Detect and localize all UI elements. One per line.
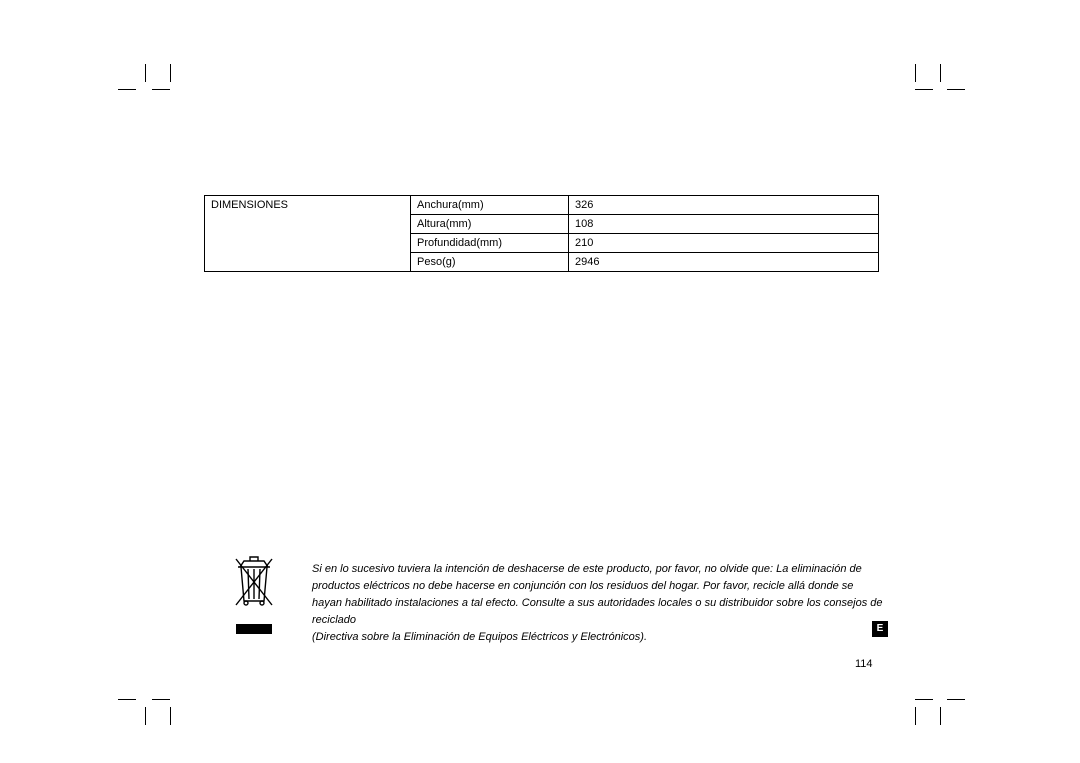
weee-bin-icon	[232, 555, 282, 634]
crop-mark	[915, 89, 933, 90]
crop-mark	[152, 89, 170, 90]
dimensions-table: DIMENSIONES Anchura(mm) 326 Altura(mm) 1…	[204, 195, 879, 272]
crop-mark	[947, 89, 965, 90]
crop-mark	[170, 64, 171, 82]
crop-mark	[915, 699, 933, 700]
crop-mark	[940, 64, 941, 82]
dimension-value: 326	[569, 196, 879, 215]
crop-mark	[118, 699, 136, 700]
dimension-value: 210	[569, 234, 879, 253]
recycle-body: Si en lo sucesivo tuviera la intención d…	[312, 563, 883, 626]
dimension-label: Profundidad(mm)	[411, 234, 569, 253]
table-row: DIMENSIONES Anchura(mm) 326	[205, 196, 879, 215]
dimension-value: 2946	[569, 253, 879, 272]
recycle-directive: (Directiva sobre la Eliminación de Equip…	[312, 631, 647, 643]
recycle-text: Si en lo sucesivo tuviera la intención d…	[312, 561, 884, 646]
crop-mark	[145, 707, 146, 725]
crop-mark	[915, 707, 916, 725]
crop-mark	[940, 707, 941, 725]
dimension-label: Peso(g)	[411, 253, 569, 272]
dimension-label: Altura(mm)	[411, 215, 569, 234]
dimension-label: Anchura(mm)	[411, 196, 569, 215]
crop-mark	[915, 64, 916, 82]
dimensions-header-cell: DIMENSIONES	[205, 196, 411, 272]
page-number: 114	[855, 658, 873, 670]
crop-mark	[152, 699, 170, 700]
crop-mark	[170, 707, 171, 725]
crop-mark	[145, 64, 146, 82]
crop-mark	[118, 89, 136, 90]
language-badge: E	[872, 621, 888, 637]
manual-page: DIMENSIONES Anchura(mm) 326 Altura(mm) 1…	[0, 0, 1080, 763]
crop-mark	[947, 699, 965, 700]
dimension-value: 108	[569, 215, 879, 234]
weee-bar-icon	[236, 624, 272, 634]
